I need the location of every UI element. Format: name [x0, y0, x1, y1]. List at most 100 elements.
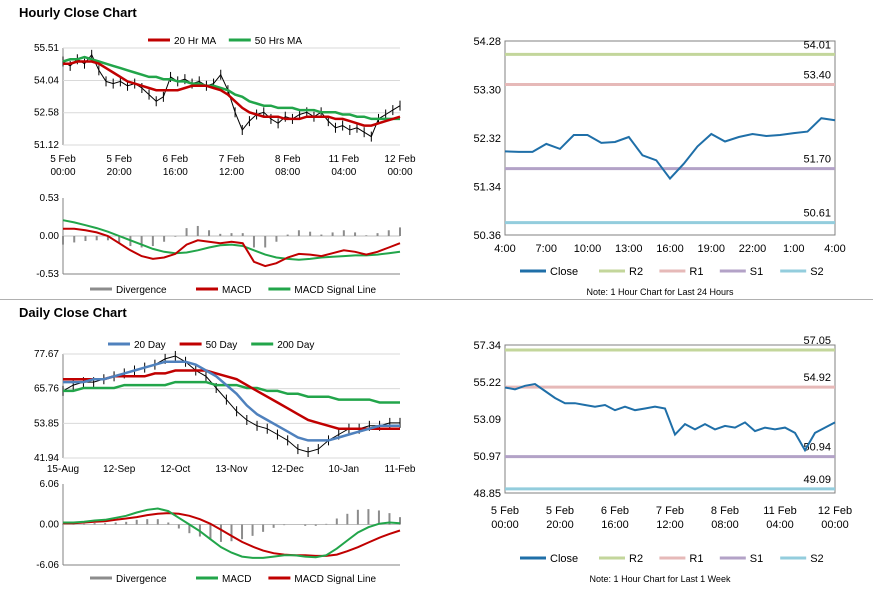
- daily-levels-legend-label: S1: [750, 553, 763, 565]
- daily-levels-x-tick-label: 5 Feb: [546, 505, 574, 517]
- hourly-levels-x-tick-label: 16:00: [656, 243, 684, 255]
- hourly-price-x-tick-label: 12 Feb: [384, 154, 416, 165]
- hourly-levels-x-tick-label: 13:00: [615, 243, 643, 255]
- hourly-levels-x-tick-label: 10:00: [574, 243, 602, 255]
- hourly-price-x-tick-label: 04:00: [331, 167, 356, 178]
- daily-levels-x-tick-label: 6 Feb: [601, 505, 629, 517]
- hourly-price-y-tick-label: 54.04: [34, 75, 59, 86]
- daily-price-y-tick-label: 77.67: [34, 349, 59, 360]
- daily-levels-y-tick-label: 55.22: [473, 377, 501, 389]
- hourly-levels-legend-label: S2: [810, 266, 823, 278]
- hourly-price-y-tick-label: 52.58: [34, 108, 59, 119]
- hourly-levels-y-tick-label: 50.36: [473, 230, 501, 242]
- hourly-close-line: [62, 53, 401, 138]
- hourly-price-x-tick-label: 11 Feb: [329, 154, 360, 165]
- daily-price-legend-label: 50 Day: [206, 340, 238, 351]
- daily-ma200-line: [63, 380, 400, 404]
- daily-macd-y-tick-label: 0.00: [40, 520, 60, 531]
- daily-price-y-tick-label: 65.76: [34, 384, 59, 395]
- hourly-price-x-tick-label: 00:00: [50, 167, 75, 178]
- daily-macd-legend-label: MACD: [222, 574, 251, 585]
- hourly-levels-legend-label: R2: [629, 266, 643, 278]
- daily-levels-level-label-r1: 54.92: [803, 372, 831, 384]
- daily-levels-x-tick-label: 12:00: [656, 519, 684, 531]
- daily-price-x-tick-label: 15-Aug: [47, 464, 79, 475]
- daily-levels-x-tick-label: 20:00: [546, 519, 574, 531]
- hourly-levels-level-label-r2: 54.01: [803, 39, 831, 51]
- hourly-price-x-tick-label: 7 Feb: [219, 154, 245, 165]
- hourly-levels-level-label-s2: 50.61: [803, 208, 831, 220]
- hourly-price-legend-label: 20 Hr MA: [174, 36, 217, 47]
- hourly-levels-x-tick-label: 4:00: [824, 243, 845, 255]
- hourly-price-x-tick-label: 20:00: [107, 167, 132, 178]
- daily-levels-level-label-s1: 50.94: [803, 442, 831, 454]
- daily-section-title: Daily Close Chart: [19, 305, 127, 320]
- hourly-levels-legend-label: S1: [750, 266, 763, 278]
- daily-levels-level-label-s2: 49.09: [803, 474, 831, 486]
- daily-levels-x-tick-label: 8 Feb: [711, 505, 739, 517]
- daily-levels-close-line: [504, 382, 836, 453]
- hourly-levels-x-tick-label: 7:00: [536, 243, 557, 255]
- daily-price-x-tick-label: 10-Jan: [329, 464, 360, 475]
- daily-levels-x-tick-label: 11 Feb: [763, 505, 796, 517]
- daily-macd-legend-label: Divergence: [116, 574, 167, 585]
- daily-levels-x-tick-label: 08:00: [711, 519, 739, 531]
- daily-levels-y-tick-label: 50.97: [473, 451, 501, 463]
- daily-price-x-tick-label: 12-Sep: [103, 464, 136, 475]
- hourly-price-x-tick-label: 5 Feb: [50, 154, 76, 165]
- daily-macd-y-tick-label: 6.06: [40, 479, 60, 490]
- daily-signal-line: [63, 512, 401, 557]
- hourly-levels-level-label-r1: 53.40: [803, 70, 831, 82]
- hourly-macd-legend-label: Divergence: [116, 285, 167, 296]
- hourly-levels-x-tick-label: 4:00: [494, 243, 515, 255]
- daily-ma50-line: [63, 369, 400, 430]
- daily-macd-legend-label: MACD Signal Line: [294, 574, 376, 585]
- hourly-section-title: Hourly Close Chart: [19, 5, 137, 20]
- hourly-price-x-tick-label: 00:00: [387, 167, 412, 178]
- hourly-levels-x-tick-label: 22:00: [739, 243, 767, 255]
- daily-levels-x-tick-label: 7 Feb: [656, 505, 684, 517]
- hourly-levels-x-tick-label: 1:00: [783, 243, 804, 255]
- hourly-macd-y-tick-label: -0.53: [36, 269, 59, 280]
- hourly-levels-y-tick-label: 51.34: [473, 182, 501, 194]
- hourly-macd-legend-label: MACD: [222, 285, 251, 296]
- daily-macd-line: [63, 507, 401, 559]
- daily-price-y-tick-label: 41.94: [34, 453, 59, 464]
- hourly-levels-legend-label: Close: [550, 266, 578, 278]
- hourly-levels-level-label-s1: 51.70: [803, 154, 831, 166]
- daily-ma20-line: [63, 360, 400, 442]
- hourly-macd-line: [63, 227, 401, 268]
- daily-macd-y-tick-label: -6.06: [36, 560, 59, 571]
- hourly-levels-plot-border: [504, 40, 836, 236]
- daily-levels-x-tick-label: 16:00: [601, 519, 629, 531]
- daily-levels-note: Note: 1 Hour Chart for Last 1 Week: [590, 574, 731, 584]
- hourly-price-x-tick-label: 6 Feb: [163, 154, 189, 165]
- hourly-ma20-line: [63, 60, 401, 127]
- daily-levels-y-tick-label: 53.09: [473, 414, 501, 426]
- daily-levels-plot-border: [504, 344, 836, 494]
- daily-levels-legend-label: S2: [810, 553, 823, 565]
- hourly-price-y-tick-label: 51.12: [34, 140, 59, 151]
- hourly-price-legend-label: 50 Hrs MA: [255, 36, 303, 47]
- hourly-signal-line: [62, 219, 401, 261]
- daily-levels-legend-label: R2: [629, 553, 643, 565]
- daily-price-x-tick-label: 12-Oct: [160, 464, 190, 475]
- hourly-macd-legend-label: MACD Signal Line: [294, 285, 376, 296]
- daily-levels-x-tick-label: 00:00: [491, 519, 519, 531]
- hourly-price-x-tick-label: 5 Feb: [106, 154, 132, 165]
- hourly-levels-note: Note: 1 Hour Chart for Last 24 Hours: [586, 287, 734, 297]
- hourly-macd-y-tick-label: 0.53: [40, 193, 60, 204]
- daily-price-x-tick-label: 11-Feb: [385, 464, 416, 475]
- daily-levels-x-tick-label: 00:00: [821, 519, 849, 531]
- section-divider: [0, 299, 873, 300]
- hourly-price-x-tick-label: 12:00: [219, 167, 244, 178]
- hourly-levels-y-tick-label: 54.28: [473, 36, 501, 48]
- hourly-macd-y-tick-label: 0.00: [40, 231, 60, 242]
- daily-price-x-tick-label: 12-Dec: [272, 464, 304, 475]
- daily-price-legend-label: 20 Day: [134, 340, 166, 351]
- hourly-price-x-tick-label: 8 Feb: [275, 154, 301, 165]
- hourly-ma50-line: [62, 55, 400, 121]
- daily-levels-x-tick-label: 04:00: [766, 519, 794, 531]
- hourly-levels-close-line: [504, 117, 836, 181]
